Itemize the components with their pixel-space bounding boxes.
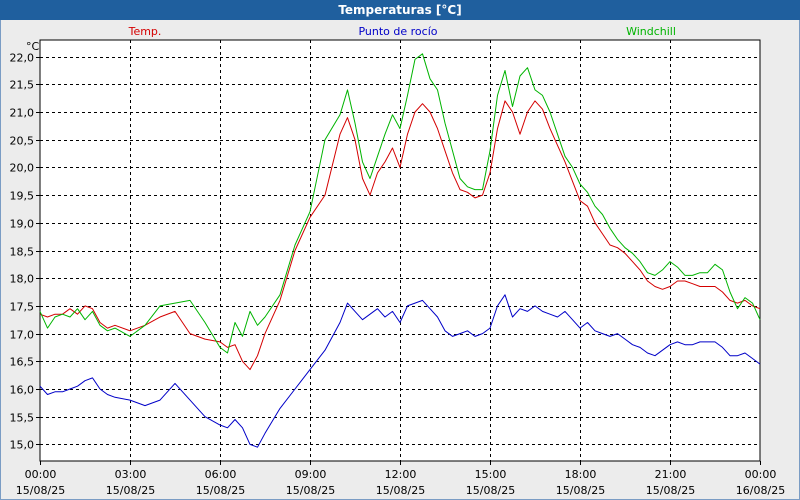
y-axis: 15,0 15,5 16,0 16,5 17,0 17,5 18,0 18,5 19,0 19,5… — [10, 52, 40, 452]
y-tick-label: 21,0 — [10, 107, 35, 120]
x-tick-date: 15/08/25 — [106, 484, 155, 497]
legend-entry-temp: Temp. — [128, 25, 162, 38]
legend-entry-windchill: Windchill — [626, 25, 676, 38]
series-line-windchill — [39, 53, 761, 354]
y-tick-label: 17,5 — [10, 301, 35, 314]
legend: Temp. Punto de rocío Windchill — [128, 25, 676, 38]
series-line-punto-de-roc-o — [39, 294, 761, 448]
x-tick-date: 15/08/25 — [376, 484, 425, 497]
chart-title: Temperaturas [°C] — [0, 0, 800, 20]
x-tick-date: 16/08/25 — [736, 484, 785, 497]
x-tick-time: 03:00 — [115, 468, 147, 481]
x-tick-time: 12:00 — [385, 468, 417, 481]
y-tick-label: 22,0 — [10, 52, 35, 65]
x-tick-date: 15/08/25 — [196, 484, 245, 497]
x-tick-time: 00:00 — [25, 468, 57, 481]
y-tick-label: 21,5 — [10, 79, 35, 92]
y-tick-label: 18,5 — [10, 246, 35, 259]
x-tick-time: 00:00 — [745, 468, 777, 481]
y-tick-label: 15,5 — [10, 412, 35, 425]
grid-lines — [40, 40, 760, 461]
y-tick-label: 19,0 — [10, 218, 35, 231]
x-tick-date: 15/08/25 — [556, 484, 605, 497]
y-tick-label: 19,5 — [10, 190, 35, 203]
x-tick-date: 15/08/25 — [16, 484, 65, 497]
y-tick-label: 16,5 — [10, 356, 35, 369]
y-tick-label: 18,0 — [10, 273, 35, 286]
x-tick-time: 18:00 — [565, 468, 597, 481]
x-tick-date: 15/08/25 — [466, 484, 515, 497]
y-tick-label: 16,0 — [10, 384, 35, 397]
y-tick-label: 20,0 — [10, 162, 35, 175]
y-axis-label: °C — [26, 40, 40, 53]
x-tick-time: 09:00 — [295, 468, 327, 481]
y-tick-label: 15,0 — [10, 439, 35, 452]
x-axis: 00:00 15/08/25 03:00 15/08/25 06:00 15/08/25 0… — [16, 461, 785, 497]
x-tick-time: 15:00 — [475, 468, 507, 481]
x-tick-date: 15/08/25 — [286, 484, 335, 497]
series-line-temp — [39, 100, 761, 371]
y-tick-label: 20,5 — [10, 135, 35, 148]
legend-entry-punto-de-roc-o: Punto de rocío — [358, 25, 437, 38]
x-tick-time: 21:00 — [655, 468, 687, 481]
series-lines — [39, 53, 761, 448]
x-tick-date: 15/08/25 — [646, 484, 695, 497]
y-tick-label: 17,0 — [10, 329, 35, 342]
x-tick-time: 06:00 — [205, 468, 237, 481]
